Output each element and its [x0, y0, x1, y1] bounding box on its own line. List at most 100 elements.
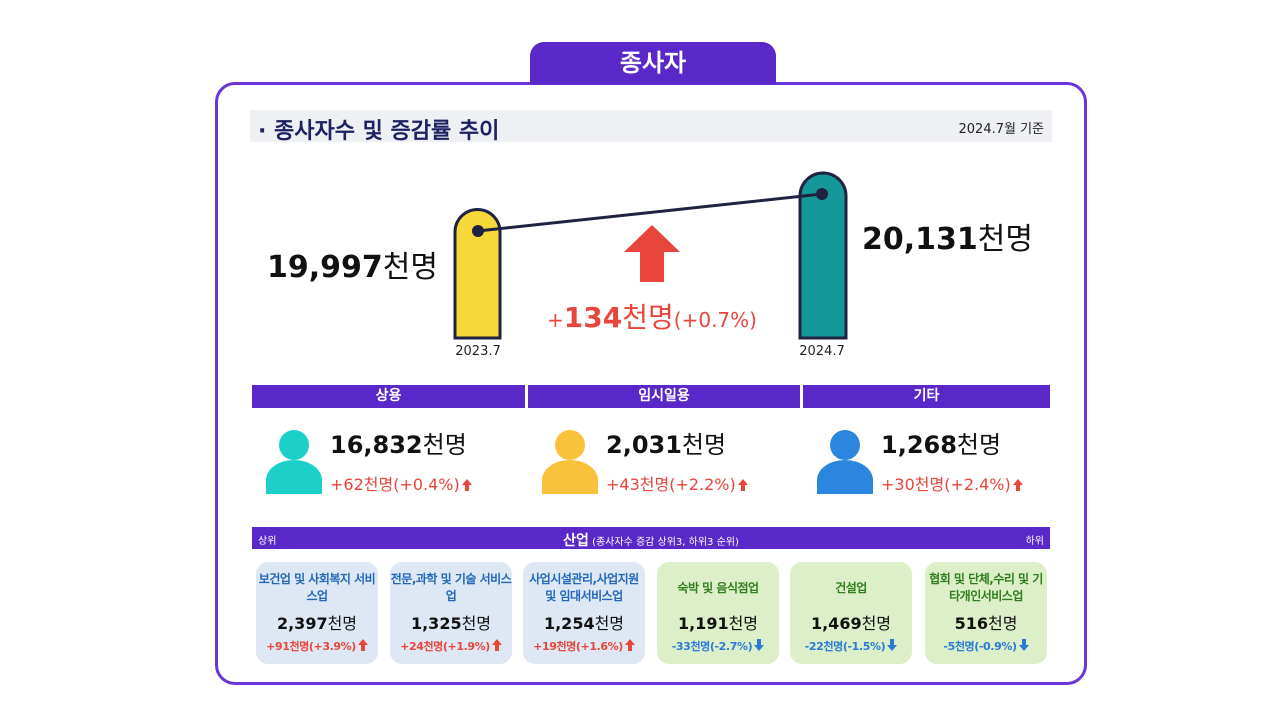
status-value: 1,268천명 [881, 425, 1001, 460]
top-label: 상위 [258, 536, 277, 547]
down-arrow [1018, 639, 1029, 651]
industry-change: +24천명(+1.9%) [390, 638, 512, 654]
value: 2,031 [606, 431, 682, 459]
up-arrow [357, 639, 368, 651]
industry-value: 2,397천명 [256, 610, 378, 634]
unit: 천명 [382, 250, 438, 285]
down-arrow [887, 639, 898, 651]
value-2024: 20,131천명 [862, 214, 1033, 258]
industry-card: 사업시설관리,사업지원 및 임대서비스업 1,254천명 +19천명(+1.6%) [523, 562, 645, 664]
unit: 천명 [681, 431, 727, 459]
change: +19천명(+1.6%) [533, 640, 623, 653]
title: · 종사자수 및 증감률 추이 [258, 113, 499, 145]
status-value: 16,832천명 [330, 425, 467, 460]
change: +24천명(+1.9%) [400, 640, 490, 653]
industry-card: 전문,과학 및 기술 서비스업 1,325천명 +24천명(+1.9%) [390, 562, 512, 664]
change: -33천명(-2.7%) [671, 640, 753, 653]
value: 20,131 [862, 222, 978, 257]
change: +62천명(+0.4%) [330, 475, 460, 494]
industry-name: 사업시설관리,사업지원 및 임대서비스업 [529, 572, 639, 603]
industry-value: 1,469천명 [790, 610, 912, 634]
year-label: 2024.7 [799, 344, 845, 359]
status-value: 2,031천명 [606, 425, 726, 460]
industry-value: 516천명 [925, 610, 1047, 634]
status-header: 상용 [252, 385, 525, 408]
change: +43천명(+2.2%) [606, 475, 736, 494]
industry-change: -22천명(-1.5%) [790, 638, 912, 654]
industry-name: 협회 및 단체,수리 및 기타개인서비스업 [929, 572, 1043, 603]
industry-name: 숙박 및 음식점업 [677, 580, 759, 595]
status-change: +43천명(+2.2%) [606, 471, 748, 495]
change: +30천명(+2.4%) [881, 475, 1011, 494]
status-change: +62천명(+0.4%) [330, 471, 472, 495]
change: -22천명(-1.5%) [804, 640, 886, 653]
unit: 천명 [622, 301, 674, 334]
down-arrow [754, 639, 765, 651]
up-arrow [491, 639, 502, 651]
industry-note: (종사자수 증감 상위3, 하위3 순위) [592, 537, 739, 548]
value: 1,268 [881, 431, 957, 459]
bottom-label: 하위 [1025, 536, 1044, 547]
change: +91천명(+3.9%) [266, 640, 356, 653]
pillar-2024 [798, 171, 848, 340]
up-arrow [624, 639, 635, 651]
unit: 천명 [594, 614, 625, 633]
industry-value: 1,325천명 [390, 610, 512, 634]
value: 1,469 [810, 614, 862, 633]
status-header: 기타 [803, 385, 1050, 408]
value-2023: 19,997천명 [267, 242, 438, 286]
trend-line [477, 192, 823, 233]
value: 1,191 [677, 614, 729, 633]
up-arrow [737, 479, 748, 491]
dot [472, 225, 484, 237]
status-change: +30천명(+2.4%) [881, 471, 1023, 495]
value: 1,254 [543, 614, 595, 633]
industry-value: 1,191천명 [657, 610, 779, 634]
value: 1,325 [410, 614, 462, 633]
person-icon [542, 430, 598, 494]
industry-change: +91천명(+3.9%) [256, 638, 378, 654]
value: 16,832 [330, 431, 423, 459]
industry-title: 산업 [563, 533, 589, 549]
value: 2,397 [276, 614, 328, 633]
status-header: 임시일용 [528, 385, 800, 408]
title-text: 종사자수 및 증감률 추이 [274, 119, 500, 144]
unit: 천명 [422, 431, 467, 459]
unit: 천명 [977, 222, 1033, 257]
industry-name: 건설업 [835, 580, 867, 595]
value: 134 [563, 301, 623, 334]
industry-bar: 상위 산업 (종사자수 증감 상위3, 하위3 순위) 하위 [252, 527, 1050, 549]
unit: 천명 [861, 614, 892, 633]
unit: 천명 [956, 431, 1002, 459]
industry-card: 건설업 1,469천명 -22천명(-1.5%) [790, 562, 912, 664]
industry-card: 협회 및 단체,수리 및 기타개인서비스업 516천명 -5천명(-0.9%) [925, 562, 1047, 664]
section-header: · 종사자수 및 증감률 추이 2024.7월 기준 [250, 110, 1052, 145]
dot [816, 188, 828, 200]
unit: 천명 [987, 614, 1018, 633]
unit: 천명 [461, 614, 492, 633]
value: 19,997 [267, 250, 383, 285]
change: -5천명(-0.9%) [943, 640, 1017, 653]
industry-change: -33천명(-2.7%) [657, 638, 779, 654]
industry-change: -5천명(-0.9%) [925, 638, 1047, 654]
industry-card: 보건업 및 사회복지 서비스업 2,397천명 +91천명(+3.9%) [256, 562, 378, 664]
industry-change: +19천명(+1.6%) [523, 638, 645, 654]
industry-value: 1,254천명 [523, 610, 645, 634]
total-change: +134천명(+0.7%) [547, 296, 757, 336]
rate: (+0.7%) [673, 308, 757, 332]
year-label: 2023.7 [455, 344, 501, 359]
tab: 종사자 [530, 42, 776, 84]
up-arrow [1012, 479, 1023, 491]
value: 516 [954, 614, 988, 633]
sign: + [547, 308, 564, 332]
unit: 천명 [728, 614, 759, 633]
industry-name: 보건업 및 사회복지 서비스업 [258, 572, 376, 603]
up-arrow [624, 225, 680, 282]
up-arrow [461, 479, 472, 491]
industry-name: 전문,과학 및 기술 서비스업 [390, 572, 512, 603]
person-icon [817, 430, 873, 494]
